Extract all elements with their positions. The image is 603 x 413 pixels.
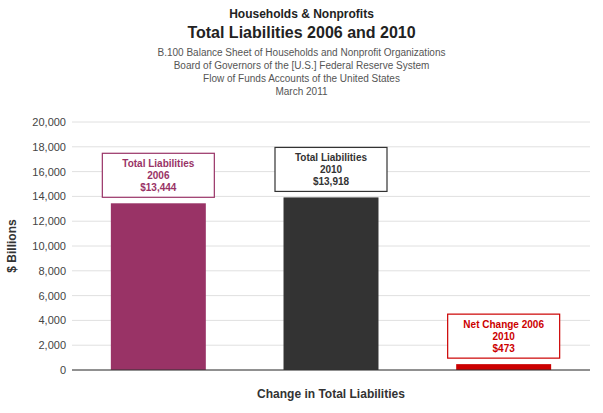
- subtitle: Board of Governors of the [U.S.] Federal…: [174, 60, 430, 71]
- y-tick-label: 12,000: [32, 215, 66, 227]
- data-label-box: [102, 153, 214, 197]
- subtitle: B.100 Balance Sheet of Households and No…: [158, 47, 446, 58]
- subtitle: March 2011: [275, 86, 328, 97]
- x-axis-line: [72, 370, 590, 371]
- data-label: Total Liabilities2010$13,918: [295, 152, 367, 187]
- data-label-box: [448, 314, 560, 358]
- y-axis-label: $ Billions: [5, 219, 19, 273]
- y-tick-label: 4,000: [38, 314, 66, 326]
- subtitle: Flow of Funds Accounts of the United Sta…: [203, 73, 400, 84]
- y-tick-label: 20,000: [32, 116, 66, 128]
- bar: [284, 197, 379, 370]
- grid-line: [72, 370, 590, 371]
- data-labels: Total Liabilities2006$13,444 Total Liabil…: [102, 147, 559, 358]
- y-tick-label: 14,000: [32, 190, 66, 202]
- data-label: Total Liabilities2006$13,444: [122, 158, 194, 193]
- title: Total Liabilities 2006 and 2010: [187, 24, 415, 41]
- y-tick-label: 8,000: [38, 265, 66, 277]
- grid: [72, 122, 590, 370]
- x-axis-label: Change in Total Liabilities: [257, 387, 405, 401]
- bar: [111, 203, 206, 370]
- y-tick-label: 10,000: [32, 240, 66, 252]
- y-axis: 0 2,000 4,000 6,000 8,000 10,000 12,000 14,000 1…: [32, 116, 66, 376]
- data-label: Net Change 20062010$473: [463, 319, 544, 354]
- bar: [456, 364, 551, 370]
- y-tick-label: 6,000: [38, 290, 66, 302]
- chart-svg: Households & Nonprofits Total Liabilities…: [0, 0, 603, 413]
- grid-line: [72, 122, 590, 123]
- chart-container: Households & Nonprofits Total Liabilities…: [0, 0, 603, 413]
- y-tick-label: 18,000: [32, 141, 66, 153]
- y-tick-label: 2,000: [38, 339, 66, 351]
- data-label-box: [275, 147, 387, 191]
- title: Households & Nonprofits: [229, 7, 374, 21]
- y-tick-label: 0: [60, 364, 66, 376]
- y-tick-label: 16,000: [32, 166, 66, 178]
